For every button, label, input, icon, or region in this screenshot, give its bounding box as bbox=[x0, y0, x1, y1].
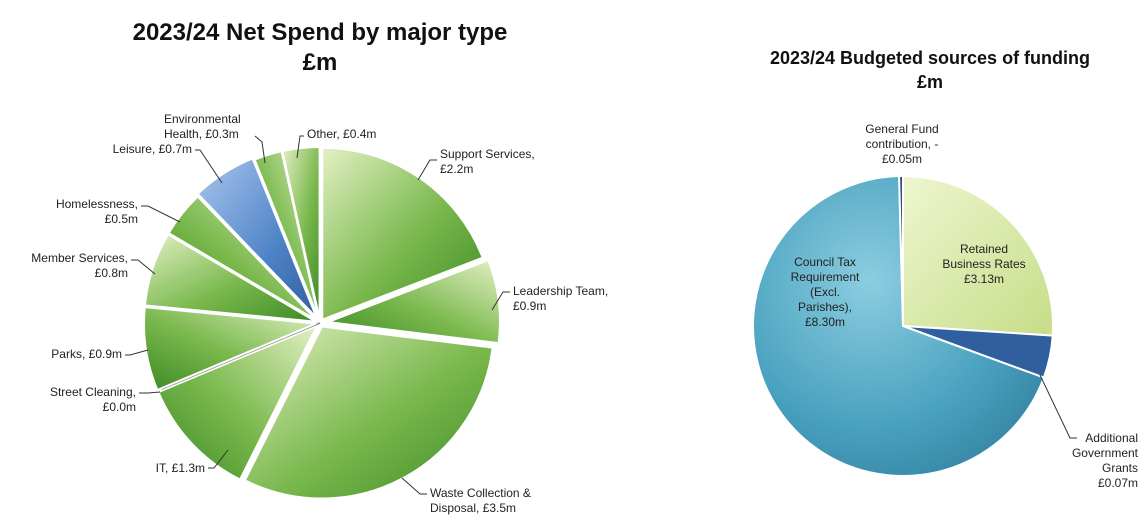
net-spend-leader-5 bbox=[125, 349, 149, 356]
net-spend-leader-7 bbox=[141, 205, 181, 223]
chart2-title-line2: £m bbox=[916, 72, 943, 92]
chart1-title: 2023/24 Net Spend by major type £m bbox=[60, 18, 580, 78]
net-spend-slice-5 bbox=[143, 306, 317, 392]
net-spend-label-8: Leisure, £0.7m bbox=[113, 142, 192, 156]
funding-slice-0 bbox=[902, 174, 1054, 337]
net-spend-slice-6 bbox=[143, 233, 317, 323]
net-spend-label-1: Leadership Team, £0.9m bbox=[513, 284, 608, 313]
net-spend-label-5: Parks, £0.9m bbox=[51, 347, 122, 361]
net-spend-label-10: Other, £0.4m bbox=[307, 127, 376, 141]
net-spend-label-9: Environmental Health, £0.3m bbox=[164, 112, 241, 141]
net-spend-label-6: Member Services, £0.8m bbox=[31, 251, 128, 280]
net-spend-leader-3 bbox=[208, 449, 229, 469]
net-spend-leader-8 bbox=[195, 149, 223, 184]
funding-label-2: Council Tax Requirement (Excl. Parishes), £8… bbox=[791, 255, 860, 329]
net-spend-leader-1 bbox=[491, 291, 510, 311]
chart1-title-line1: 2023/24 Net Spend by major type bbox=[132, 19, 508, 46]
chart1-title-line2: £m bbox=[302, 49, 338, 76]
net-spend-label-4: Street Cleaning, £0.0m bbox=[50, 385, 136, 414]
net-spend-leader-2 bbox=[401, 477, 427, 495]
funding-label-3: General Fund contribution, -£0.05m bbox=[865, 122, 938, 166]
net-spend-slice-1 bbox=[327, 258, 501, 345]
net-spend-slice-3 bbox=[157, 323, 320, 481]
net-spend-label-2: Waste Collection & Disposal, £3.5m bbox=[430, 486, 531, 515]
net-spend-slice-10 bbox=[281, 146, 321, 320]
net-spend-label-7: Homelessness, £0.5m bbox=[56, 197, 138, 226]
funding-slice-2 bbox=[752, 175, 1046, 477]
net-spend-slice-2 bbox=[243, 325, 494, 500]
net-spend-slice-7 bbox=[167, 195, 318, 322]
funding-label-0: Retained Business Rates £3.13m bbox=[942, 242, 1025, 286]
net-spend-leader-0 bbox=[417, 159, 437, 181]
funding-pie: Retained Business Rates £3.13m Additional Go… bbox=[752, 122, 1139, 490]
chart2-title: 2023/24 Budgeted sources of funding £m bbox=[720, 46, 1140, 94]
funding-leader-1 bbox=[1039, 374, 1077, 439]
net-spend-leader-4 bbox=[139, 391, 161, 394]
net-spend-leader-9 bbox=[254, 135, 266, 164]
funding-slice-3 bbox=[898, 174, 904, 327]
net-spend-pie: Support Services, £2.2m Leadership Team, £0… bbox=[31, 112, 608, 515]
net-spend-leader-6 bbox=[131, 259, 156, 275]
chart2-title-line1: 2023/24 Budgeted sources of funding bbox=[769, 48, 1091, 68]
net-spend-label-3: IT, £1.3m bbox=[156, 461, 205, 475]
net-spend-leader-10 bbox=[296, 135, 304, 159]
net-spend-slice-8 bbox=[196, 157, 318, 319]
funding-label-1: Additional Government Grants £0.07m bbox=[1072, 431, 1139, 490]
net-spend-label-0: Support Services, £2.2m bbox=[440, 147, 535, 176]
